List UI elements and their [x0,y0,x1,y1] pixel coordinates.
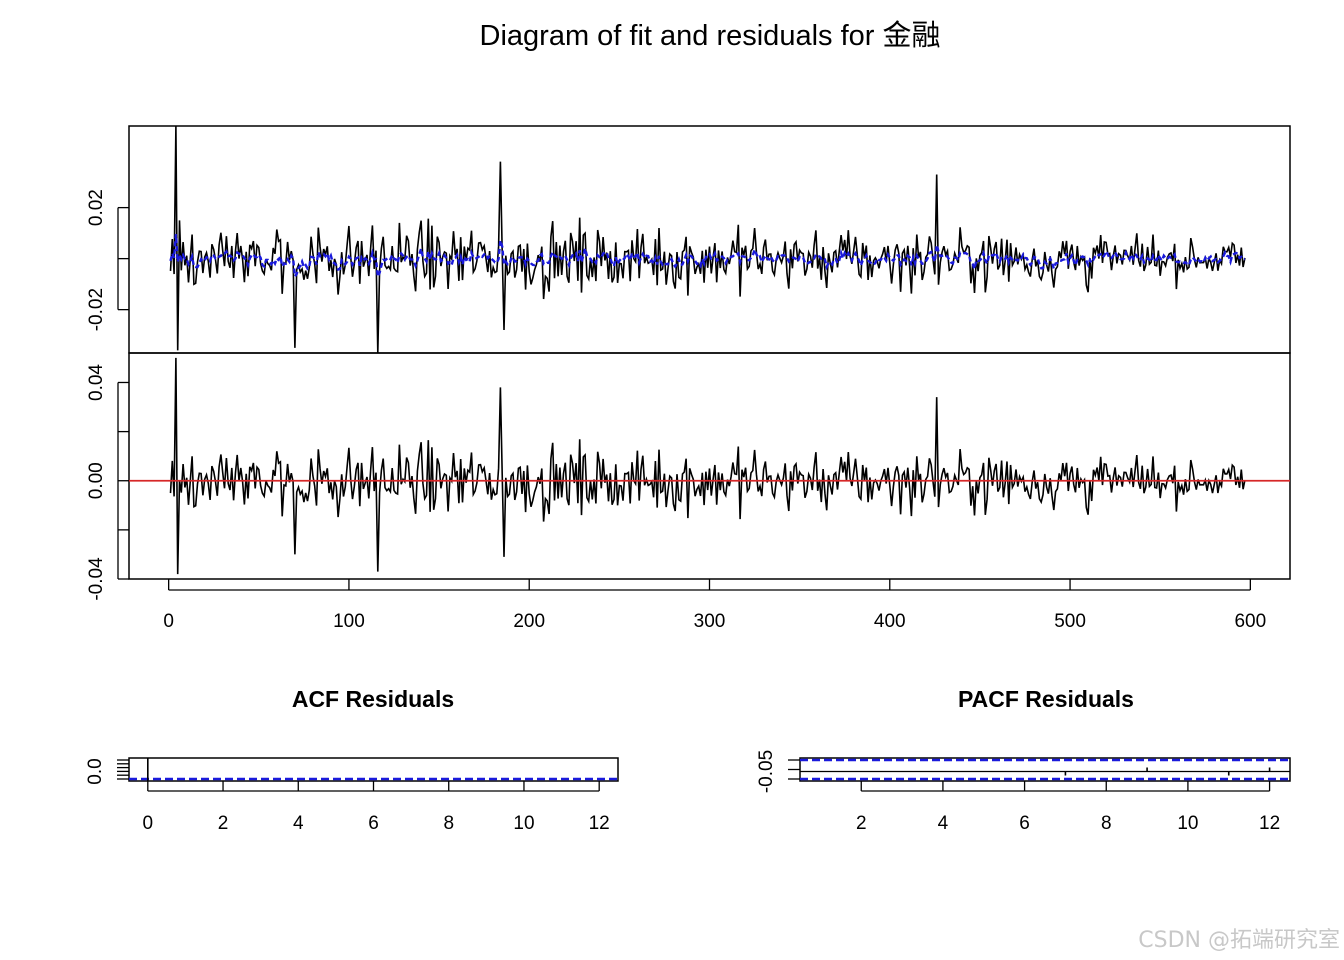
acf-panel: ACF Residuals 0 2 4 6 8 10 12 0.0 [85,686,619,834]
pacf-x-tick-label: 12 [1259,813,1280,834]
residuals-x-tick-label: 200 [513,611,545,632]
pacf-x-tick-label: 8 [1101,813,1112,834]
residuals-y-tick-label: 0.04 [86,364,107,401]
pacf-content: 2 4 6 8 10 12 -0.05 [756,750,1290,834]
acf-x-tick-label: 0 [143,813,154,834]
residuals-panel-frame [128,352,1291,580]
fit-y-axis: -0.02 0.02 [86,189,129,331]
residuals-x-tick-label: 500 [1054,611,1086,632]
residuals-x-tick-label: 300 [694,611,726,632]
residuals-x-axis: 0 100 200 300 400 500 600 [163,579,1266,632]
fit-panel: -0.02 0.02 [86,125,1291,354]
fit-panel-frame [128,125,1291,354]
acf-x-tick-label: 2 [218,813,229,834]
residuals-panel: -0.04 0.00 0.04 0 100 200 300 400 500 600 [86,352,1291,632]
residuals-x-tick-label: 0 [163,611,174,632]
acf-x-tick-label: 4 [293,813,304,834]
acf-title: ACF Residuals [292,686,454,712]
watermark: CSDN @拓端研究室 [1138,928,1340,953]
acf-frame [128,757,619,782]
residuals-y-tick-label: -0.04 [86,557,107,601]
pacf-x-tick-label: 6 [1019,813,1030,834]
acf-x-tick-label: 8 [443,813,454,834]
pacf-panel: PACF Residuals 2 4 6 8 10 12 -0.05 [756,686,1291,834]
fit-y-tick-label: -0.02 [86,288,107,331]
pacf-title: PACF Residuals [958,686,1134,712]
residuals-y-axis: -0.04 0.00 0.04 [86,364,129,601]
fitted-series-line [169,234,1246,282]
pacf-x-tick-label: 4 [938,813,949,834]
residuals-y-tick-label: 0.00 [86,462,107,499]
pacf-x-tick-label: 10 [1177,813,1198,834]
acf-y-tick-label: 0.0 [85,758,106,784]
chart-title: Diagram of fit and residuals for 金融 [480,19,941,52]
residuals-series-line [169,357,1246,575]
acf-content: 0 2 4 6 8 10 12 0.0 [85,758,618,834]
residuals-x-tick-label: 600 [1234,611,1266,632]
acf-x-tick-label: 6 [368,813,379,834]
pacf-frame [799,757,1291,782]
acf-x-tick-label: 12 [589,813,610,834]
actual-series-line [169,125,1246,354]
pacf-y-tick-label: -0.05 [756,750,777,793]
pacf-x-tick-label: 2 [856,813,867,834]
residuals-x-tick-label: 400 [874,611,906,632]
fit-y-tick-label: 0.02 [86,189,107,226]
residuals-x-tick-label: 100 [333,611,365,632]
acf-x-tick-label: 10 [513,813,534,834]
